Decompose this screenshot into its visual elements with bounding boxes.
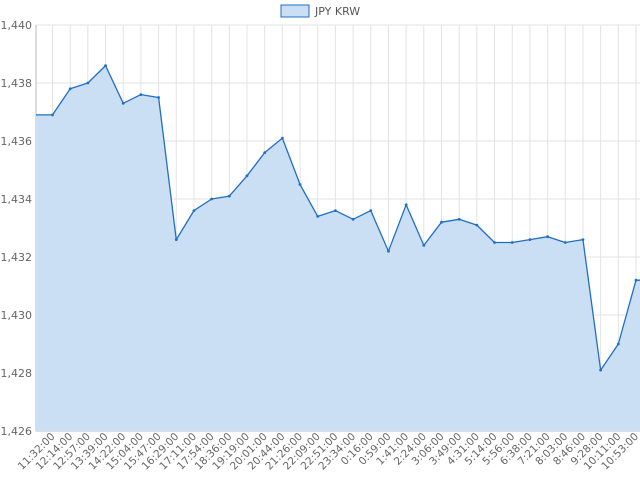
data-point: [245, 174, 249, 178]
data-point: [493, 241, 496, 244]
series-line: [36, 64, 640, 371]
y-tick-label: 1,430: [1, 309, 33, 322]
legend: JPY KRW: [280, 4, 360, 18]
data-point: [192, 209, 196, 213]
x-axis: 11:32:0012:14:0012:57:0013:39:0014:22:00…: [16, 430, 640, 472]
data-point: [86, 81, 90, 85]
data-point: [227, 194, 231, 198]
data-point: [157, 96, 160, 99]
data-point: [174, 238, 178, 242]
series-area: [36, 65, 640, 431]
data-point: [422, 244, 426, 247]
data-point: [387, 249, 390, 253]
data-point: [616, 342, 620, 346]
data-point: [528, 238, 532, 242]
data-point: [369, 209, 373, 213]
legend-swatch: [280, 4, 310, 18]
data-point: [51, 113, 54, 117]
data-point: [334, 209, 337, 213]
data-point: [457, 217, 461, 221]
y-axis: 1,426 1,428 1,430 1,432 1,434 1,436 1,438 1,440: [1, 19, 37, 438]
data-point: [546, 235, 549, 239]
data-point: [316, 215, 320, 218]
data-point: [280, 136, 284, 140]
data-point: [68, 87, 72, 91]
plot-area: [36, 64, 640, 431]
data-point: [210, 197, 214, 201]
data-point: [475, 223, 479, 227]
data-point: [139, 93, 143, 96]
y-tick-label: 1,438: [1, 77, 33, 90]
data-point: [440, 220, 443, 224]
data-point: [634, 278, 638, 282]
y-tick-label: 1,428: [1, 367, 33, 380]
data-point: [263, 151, 267, 155]
data-point: [351, 217, 355, 221]
data-point: [121, 101, 125, 105]
legend-label: JPY KRW: [314, 5, 360, 18]
data-point: [510, 241, 514, 244]
y-tick-label: 1,426: [1, 425, 33, 438]
data-point: [599, 368, 603, 372]
data-point: [104, 64, 107, 67]
y-tick-label: 1,432: [1, 251, 33, 264]
data-point: [404, 203, 408, 207]
data-point: [298, 183, 302, 186]
data-point: [563, 241, 567, 244]
y-tick-label: 1,436: [1, 135, 33, 148]
data-point: [581, 238, 585, 242]
y-tick-label: 1,434: [1, 193, 33, 206]
y-tick-label: 1,440: [1, 19, 33, 32]
